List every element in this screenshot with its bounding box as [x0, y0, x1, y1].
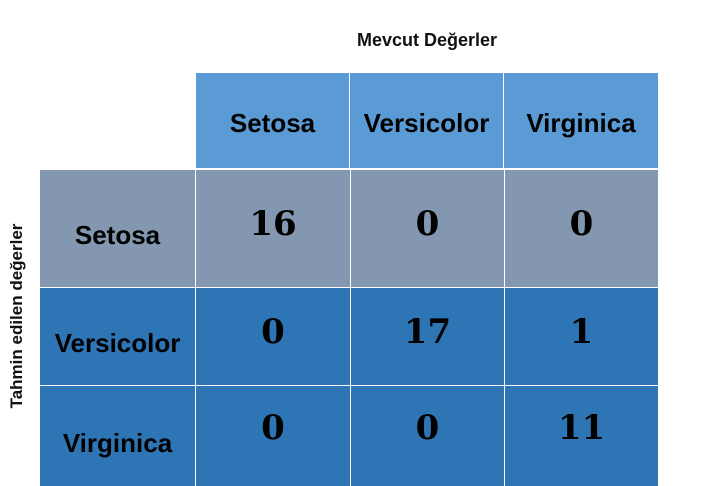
column-header-versicolor: Versicolor — [350, 73, 504, 168]
matrix-cell: 0 — [350, 386, 504, 486]
column-header-virginica: Virginica — [504, 73, 658, 168]
row-header-virginica: Virginica — [40, 386, 195, 486]
matrix-cell: 0 — [504, 170, 658, 288]
matrix-cell: 17 — [350, 288, 504, 386]
actual-values-title: Mevcut Değerler — [356, 30, 498, 50]
row-header-versicolor: Versicolor — [40, 288, 195, 386]
matrix-cell: 0 — [195, 386, 350, 486]
row-header-setosa: Setosa — [40, 170, 195, 288]
column-header-setosa: Setosa — [196, 73, 350, 168]
matrix-cell: 16 — [195, 170, 350, 288]
matrix-cell: 0 — [350, 170, 504, 288]
matrix-cell: 11 — [504, 386, 658, 486]
matrix-cell: 0 — [195, 288, 350, 386]
matrix-cell: 1 — [504, 288, 658, 386]
predicted-values-title: Tahmin edilen değerler — [7, 223, 26, 409]
